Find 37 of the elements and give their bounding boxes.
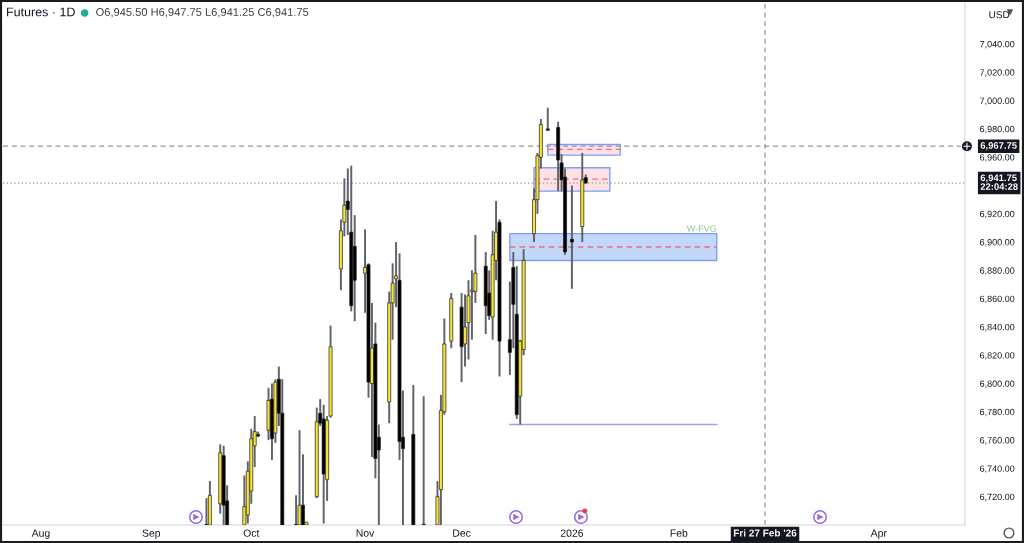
y-tick-label: 6,960.00 bbox=[980, 154, 1015, 162]
y-tick-label: 7,020.00 bbox=[980, 69, 1015, 77]
text: USD bbox=[989, 11, 1010, 19]
annotation: W-FVG bbox=[686, 225, 717, 232]
y-tick-label: 6,800.00 bbox=[980, 380, 1015, 388]
y-tick-label: 6,860.00 bbox=[980, 295, 1015, 304]
ref-line-label: 6,941.75 22:04:28 bbox=[980, 174, 1018, 190]
candlestick bbox=[545, 106, 550, 132]
y-tick-label: 6,820.00 bbox=[980, 352, 1015, 360]
candlestick bbox=[294, 494, 298, 525]
y-tick-label: 6,780.00 bbox=[980, 408, 1015, 417]
x-tick-label: Nov bbox=[356, 529, 375, 537]
y-tick-label: 7,000.00 bbox=[980, 97, 1015, 106]
x-tick-label: Aug bbox=[31, 529, 50, 539]
y-tick-label: 6,980.00 bbox=[980, 125, 1015, 134]
y-tick-label: 6,900.00 bbox=[980, 239, 1015, 247]
y-tick-label: 6,720.00 bbox=[980, 493, 1015, 502]
candlestick bbox=[421, 395, 426, 525]
x-tick-label: Dec bbox=[453, 529, 471, 537]
x-tick-label: Feb bbox=[670, 529, 688, 537]
y-tick-label: 6,740.00 bbox=[980, 465, 1015, 473]
chart-subtitle: O6,945.50 H6,947.75 L6,941.25 C6,941.75 bbox=[96, 8, 309, 18]
x-tick-label: Oct bbox=[243, 529, 260, 537]
x-tick-label: Sep bbox=[142, 529, 161, 539]
y-tick-label: 6,880.00 bbox=[980, 267, 1015, 275]
x-tick-label: 2026 bbox=[560, 529, 584, 537]
y-tick-label: 6,840.00 bbox=[980, 323, 1015, 332]
candlestick bbox=[570, 184, 574, 290]
chart-title: Futures · 1D bbox=[7, 7, 75, 17]
y-tick-label: 6,760.00 bbox=[980, 437, 1015, 445]
candlestick bbox=[204, 497, 209, 525]
x-tick-label: Apr bbox=[870, 529, 887, 539]
y-tick-label: 6,920.00 bbox=[980, 210, 1015, 219]
candlestick bbox=[297, 429, 302, 525]
ref-line-label: Fri 27 Feb '26 bbox=[733, 529, 797, 537]
ref-line-label: 6,967.75 bbox=[980, 142, 1017, 151]
y-tick-label: 7,040.00 bbox=[980, 40, 1015, 49]
